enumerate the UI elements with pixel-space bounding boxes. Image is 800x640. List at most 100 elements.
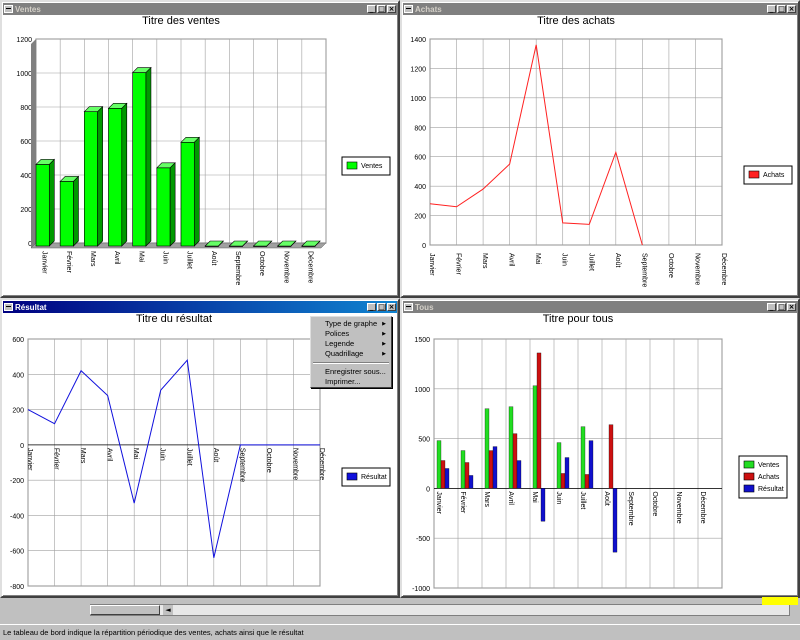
y-tick-label: -800 [10,584,24,591]
x-tick-label: Octobre [667,253,674,278]
minimize-button[interactable]: _ [767,5,776,13]
x-tick-label: Mars [89,251,96,267]
window-menu-icon[interactable] [404,303,413,311]
x-tick-label: Août [210,251,217,265]
window-ventes[interactable]: Ventes _ □ × Titre des ventes 0 200 400 600 8… [0,0,400,298]
horizontal-scrollbar[interactable]: ◄ [90,600,798,616]
bar-achats [464,462,470,489]
legend-box [341,156,391,176]
menu-item[interactable]: Legende [311,339,391,349]
maximize-button[interactable]: □ [777,5,786,13]
scrollbar-thumb[interactable] [90,605,160,615]
minimize-button[interactable]: _ [367,303,376,311]
chart-ventes[interactable]: Titre des ventes 0 200 400 600 800 1000 1200 Jan… [2,15,398,296]
chart-title: Titre pour tous [543,313,614,325]
x-tick-label: Mai [132,448,139,460]
x-tick-label: Janvier [41,251,48,274]
legend-label: Ventes [758,462,780,469]
bar-ventes [436,440,442,489]
window-titlebar[interactable]: Achats _ □ × [403,3,797,15]
chart-achats[interactable]: Titre des achats 0 200 400 600 800 1000 1200 140… [402,15,798,296]
close-button[interactable]: × [787,303,796,311]
y-tick-label: 600 [12,337,24,344]
legend-swatch [743,472,755,481]
menu-item[interactable]: Quadrillage [311,349,391,359]
bar-achats [560,473,566,489]
x-tick-label: Juin [159,448,166,461]
chart-context-menu[interactable]: Type de graphePolicesLegendeQuadrillage E… [310,316,392,388]
x-tick-label: Décembre [720,253,727,285]
close-button[interactable]: × [387,303,396,311]
y-tick-label: 200 [20,207,32,214]
bar-resultat [540,488,546,522]
y-tick-label: 200 [414,214,426,221]
bar-ventes-side [145,66,152,247]
scrollbar-track[interactable] [90,604,790,616]
menu-item[interactable]: Polices [311,329,391,339]
y-tick-label: 400 [12,372,24,379]
maximize-button[interactable]: □ [377,5,386,13]
y-tick-label: 800 [414,125,426,132]
x-tick-label: Mars [79,448,86,464]
x-tick-label: Janvier [435,491,442,514]
chart-tous[interactable]: Titre pour tous -1000 -500 0 500 1000 1500 Janv… [402,313,798,596]
x-tick-label: Mars [481,253,488,269]
window-menu-icon[interactable] [404,5,413,13]
y-tick-label: 600 [414,155,426,162]
y-tick-label: 0 [20,443,24,450]
bar-ventes-side [242,240,248,247]
window-menu-icon[interactable] [4,5,13,13]
plot-area [429,38,723,246]
y-tick-label: 500 [418,437,430,444]
bar-ventes [59,181,74,247]
window-menu-icon[interactable] [4,303,13,311]
legend-label: Résultat [361,474,387,481]
y-tick-label: 1500 [414,337,430,344]
minimize-button[interactable]: _ [367,5,376,13]
y-tick-label: -200 [10,478,24,485]
y-tick-label: 400 [414,184,426,191]
bar-ventes [108,108,123,247]
bar-resultat [564,457,570,489]
legend-swatch [346,161,358,170]
y-tick-label: 0 [28,241,32,248]
bar-ventes-side [218,240,224,247]
x-tick-label: Novembre [675,491,682,523]
x-tick-label: Décembre [699,491,706,523]
menu-item[interactable]: Type de graphe [311,319,391,329]
maximize-button[interactable]: □ [377,303,386,311]
bar-ventes [156,167,171,247]
window-resultat[interactable]: Résultat _ □ × Titre du résultat -800 -600… [0,298,400,598]
chart-title: Titre du résultat [136,313,212,325]
window-titlebar[interactable]: Tous _ □ × [403,301,797,313]
minimize-button[interactable]: _ [767,303,776,311]
bar-ventes [484,408,490,489]
x-tick-label: Octobre [265,448,272,473]
bar-ventes-side [193,136,200,247]
legend-swatch [346,472,358,481]
window-titlebar[interactable]: Résultat _ □ × [3,301,397,313]
y-tick-label: 800 [20,105,32,112]
line-resultat [27,359,320,558]
window-titlebar[interactable]: Ventes _ □ × [3,3,397,15]
close-button[interactable]: × [787,5,796,13]
menu-item[interactable]: Enregistrer sous... [325,367,386,376]
menu-item[interactable]: Imprimer... [325,377,361,386]
x-tick-label: Mai [137,251,144,263]
plot-area [27,338,321,587]
window-title: Achats [415,4,442,14]
y-tick-label: 200 [12,408,24,415]
window-tous[interactable]: Tous _ □ × Titre pour tous -1000 -500 0 500 1… [400,298,800,598]
bar-achats [512,433,518,489]
window-achats[interactable]: Achats _ □ × Titre des achats 0 200 400 600 8… [400,0,800,298]
legend-label: Résultat [758,486,784,493]
x-tick-label: Octobre [258,251,265,276]
maximize-button[interactable]: □ [777,303,786,311]
chart-resultat[interactable]: Titre du résultat -800 -600 -400 -200 0 200 400… [2,313,398,596]
x-tick-label: Août [603,491,610,505]
close-button[interactable]: × [387,5,396,13]
bar-resultat [444,468,450,489]
x-tick-label: Août [212,448,219,462]
x-tick-label: Février [65,251,72,273]
scroll-left-arrow-icon[interactable]: ◄ [163,605,173,615]
